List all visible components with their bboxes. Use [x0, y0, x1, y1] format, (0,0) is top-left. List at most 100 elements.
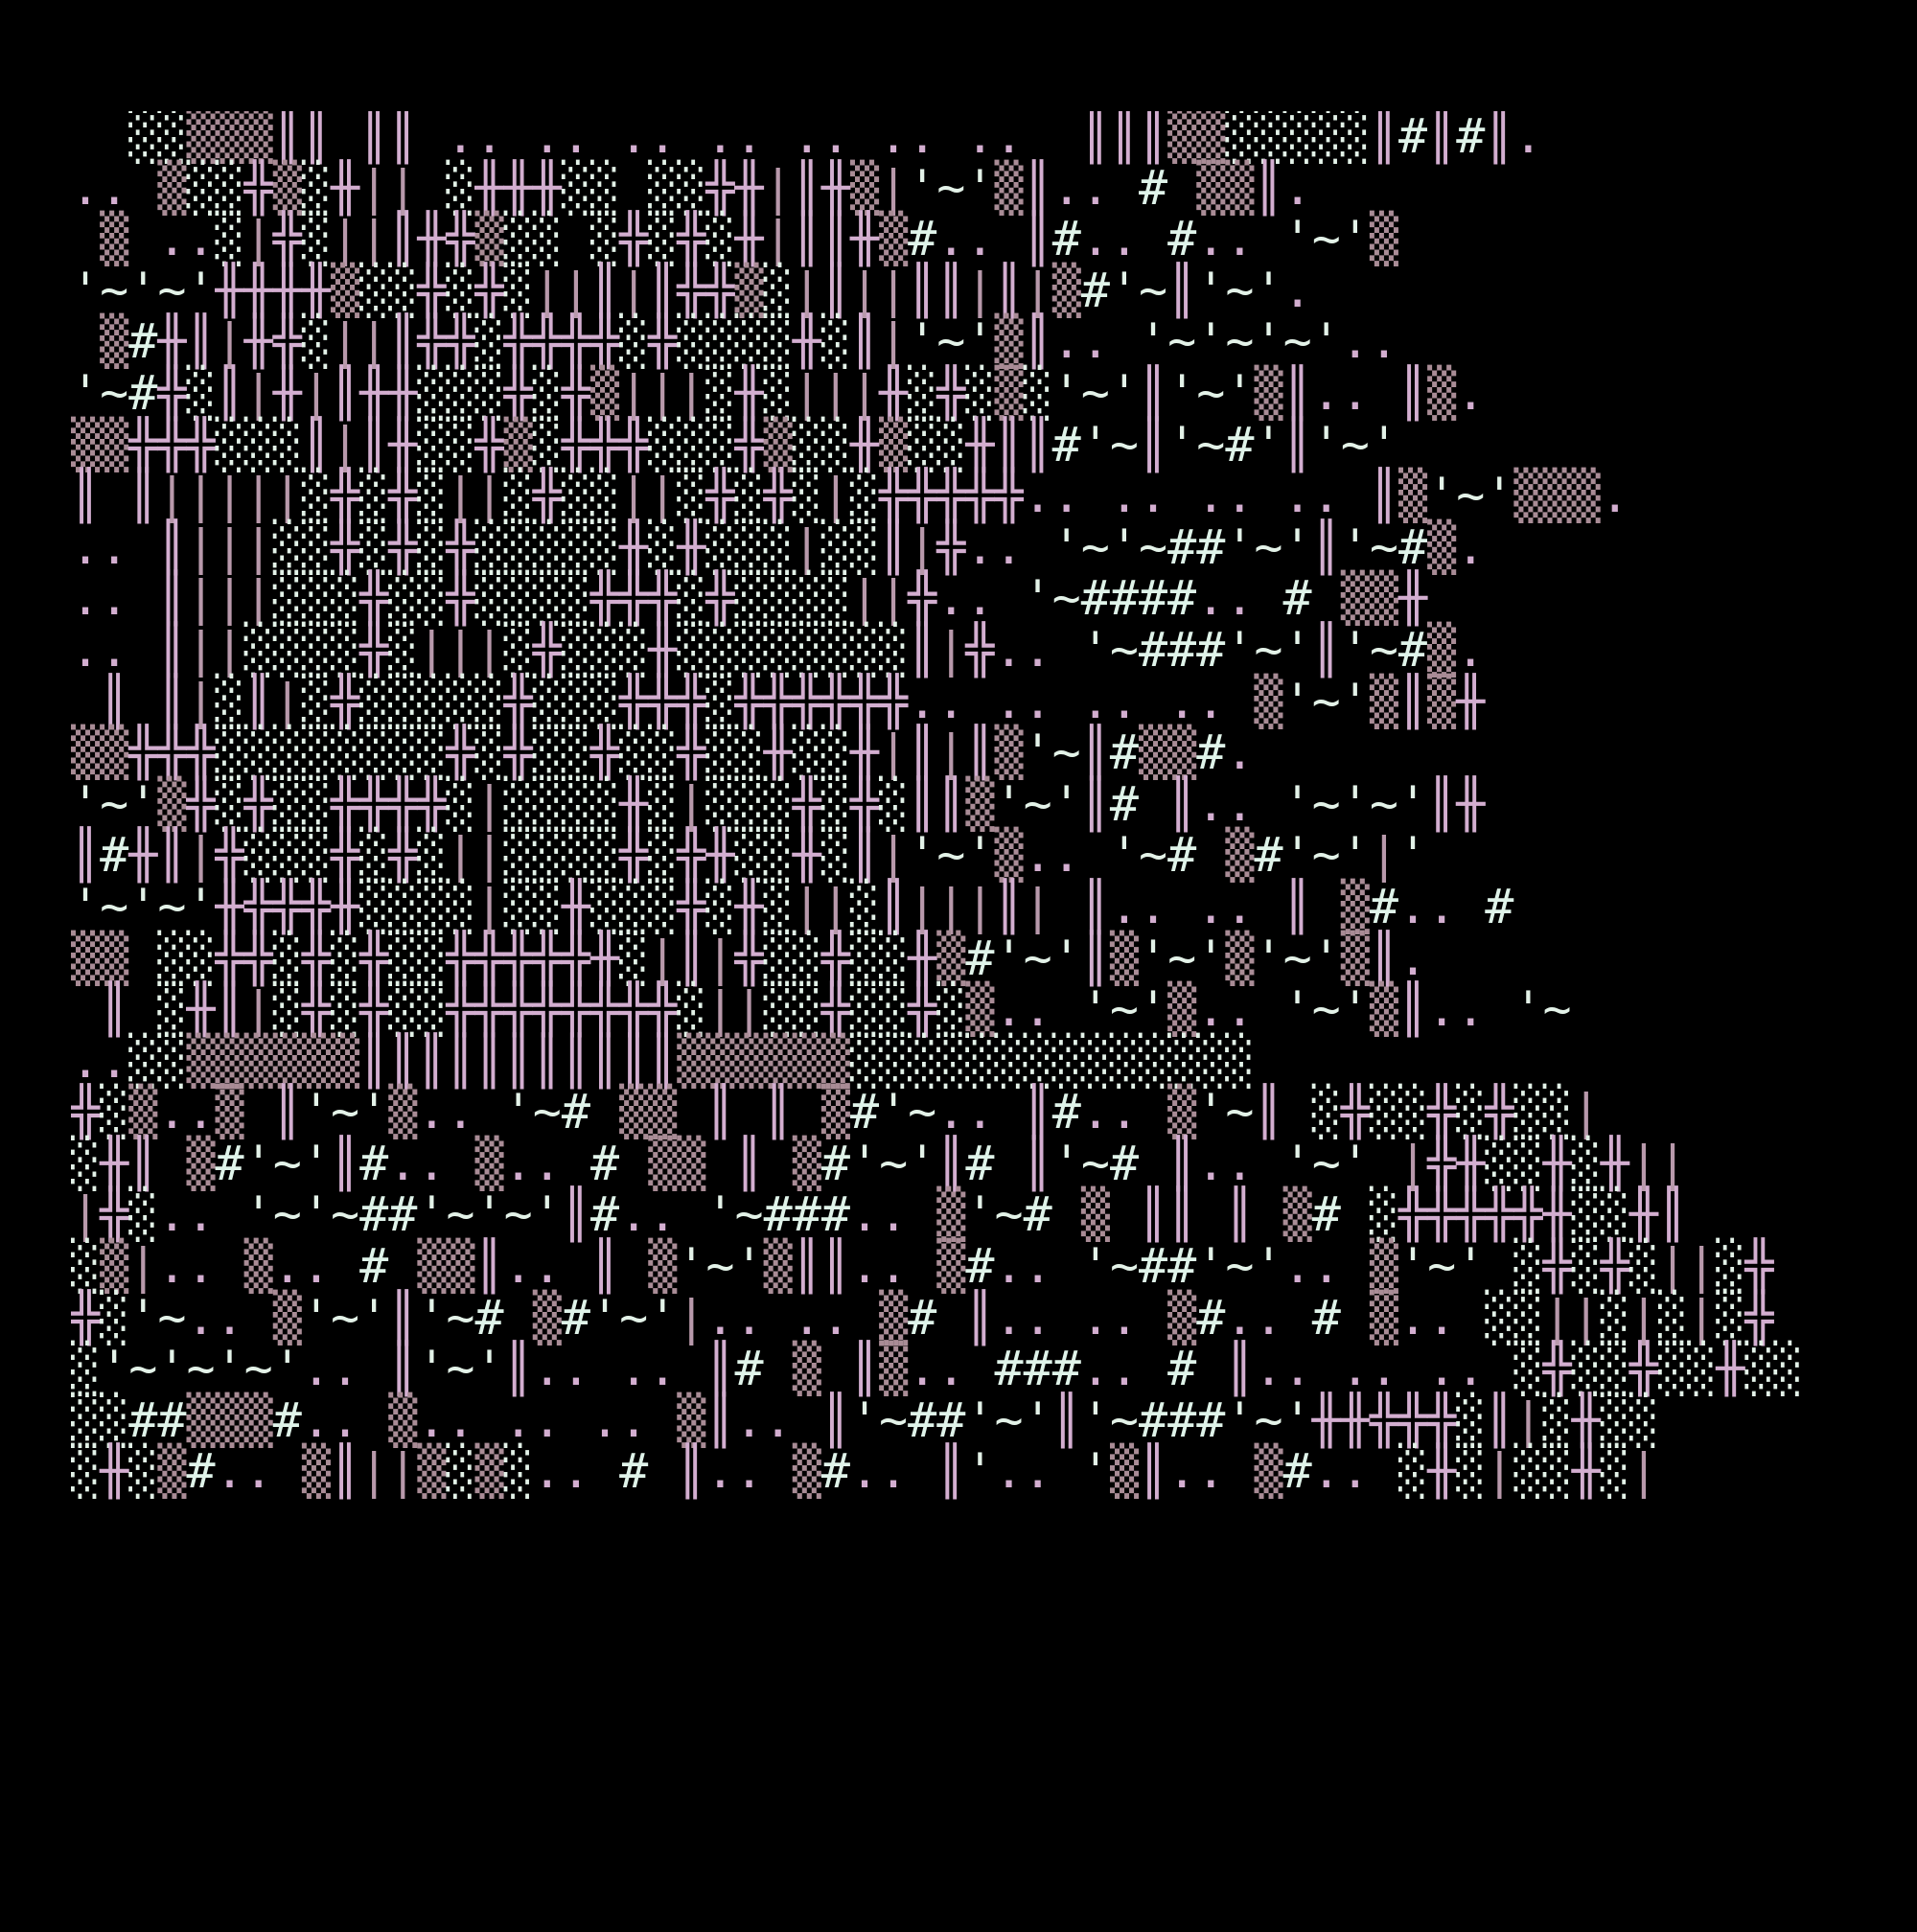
glyph-vertical-double-horizontal-single: ╫ — [1628, 1186, 1658, 1243]
glyph-period-dot: .. — [1196, 468, 1255, 524]
glyph-medium-shade-block: ▒▒▒▒▒▒ — [677, 1032, 850, 1089]
glyph-tilde: ~ — [1340, 416, 1370, 472]
glyph-apostrophe: ' — [1311, 416, 1341, 472]
glyph-period-dot: .. — [1023, 827, 1081, 884]
glyph-hash-sign: # — [1225, 416, 1255, 472]
glyph-pipe-bar: | — [936, 621, 966, 678]
glyph-medium-shade-block: ▒ — [388, 1392, 418, 1448]
glyph-light-shade-block: ░ — [417, 468, 447, 524]
glyph-hash-sign: # — [474, 1289, 504, 1346]
glyph-period-dot: .. — [446, 111, 504, 164]
glyph-light-shade-block: ░░░░░ — [1225, 111, 1370, 164]
glyph-hash-sign: # — [820, 1135, 850, 1191]
glyph-double-vertical-bar: ║ — [705, 1392, 735, 1448]
glyph-vertical-double-horizontal-single: ╫ — [330, 878, 360, 934]
glyph-vertical-double-horizontal-single: ╫ — [417, 211, 447, 267]
glyph-pipe-bar: || — [1658, 1238, 1717, 1295]
glyph-light-shade-block: ░░ — [763, 981, 821, 1038]
glyph-space — [1052, 1186, 1081, 1242]
glyph-pipe-bar: | — [330, 416, 360, 472]
glyph-medium-shade-block: ▒▒ — [1340, 570, 1398, 627]
glyph-space — [994, 570, 1023, 626]
glyph-pipe-bar: | — [71, 1186, 101, 1243]
glyph-space — [965, 1341, 994, 1396]
glyph-light-shade-block: ░ — [532, 364, 562, 421]
glyph-light-shade-block: ░░ — [1571, 1341, 1629, 1397]
glyph-space — [995, 1084, 1024, 1139]
ascii-row: ░╫░▒#.. ▒║||▒░▒░.. # ║.. ▒#.. ║'.. '▒║..… — [71, 1446, 1854, 1498]
glyph-tilde: ~ — [1282, 313, 1312, 370]
glyph-tilde: ~ — [100, 878, 129, 934]
glyph-hash-sign: # — [1282, 1443, 1312, 1500]
glyph-double-cross-box: ╬ — [100, 1186, 129, 1243]
glyph-apostrophe: ' — [301, 1289, 331, 1346]
glyph-double-cross-box: ╬ — [849, 775, 880, 832]
glyph-double-vertical-bar: ║ — [1139, 364, 1168, 421]
glyph-pipe-bar: | — [908, 518, 937, 575]
glyph-medium-shade-block: ▒ — [1109, 930, 1140, 986]
glyph-light-shade-block: ░░ — [1600, 1392, 1658, 1448]
glyph-space — [1052, 622, 1081, 678]
glyph-hash-sign: # — [589, 1135, 620, 1191]
glyph-apostrophe: ' — [1340, 518, 1370, 575]
glyph-light-shade-block: ░ — [763, 878, 793, 934]
glyph-tilde: ~ — [100, 775, 129, 832]
glyph-tilde: ~ — [1109, 1238, 1140, 1295]
glyph-tilde: ~ — [1109, 416, 1139, 472]
glyph-light-shade-block: ░ — [301, 673, 331, 729]
glyph-medium-shade-block: ▒ — [157, 775, 187, 832]
glyph-pipe-bar: || — [849, 262, 909, 318]
glyph-space — [1485, 1341, 1513, 1396]
glyph-double-vertical-bar: ║ — [561, 1186, 590, 1243]
glyph-space — [648, 1392, 677, 1448]
glyph-light-shade-block: ░ — [71, 1443, 101, 1500]
glyph-double-vertical-bar: ║ — [965, 724, 995, 781]
glyph-double-vertical-bar: ║║║ — [1080, 111, 1168, 164]
glyph-period-dot: . — [1282, 262, 1312, 318]
glyph-light-shade-block: ░ — [186, 364, 216, 421]
glyph-period-dot: .. — [619, 111, 678, 164]
glyph-space — [936, 1290, 965, 1346]
glyph-space — [1254, 570, 1282, 626]
glyph-light-shade-block: ░░ — [128, 1032, 187, 1089]
glyph-tilde: ~ — [1282, 930, 1312, 986]
glyph-apostrophe: ' — [417, 1186, 447, 1243]
glyph-double-cross-box: ╬╬╬╬╬ — [879, 468, 1024, 524]
glyph-double-vertical-bar: ║ — [157, 518, 187, 575]
glyph-double-vertical-bar: ║ — [1311, 518, 1341, 575]
glyph-period-dot: .. — [705, 1443, 764, 1500]
glyph-double-cross-box: ╬ — [417, 262, 447, 318]
glyph-light-shade-block: ░ — [359, 827, 389, 884]
glyph-medium-shade-block: ▒ — [1254, 1443, 1283, 1500]
glyph-space — [1081, 468, 1110, 523]
glyph-medium-shade-block: ▒ — [1369, 1238, 1399, 1295]
glyph-light-shade-block: ░░ — [820, 518, 879, 575]
glyph-medium-shade-block: ▒ — [849, 159, 880, 216]
ascii-row: ▒▒╬╬╬░░░░░░░░╬░╬░░╬░░╬░░╫░░╫|║|║▒'~║#▒▒#… — [71, 724, 1854, 781]
glyph-space — [1456, 1290, 1485, 1346]
glyph-vertical-double-horizontal-single: ╫ — [100, 1135, 129, 1191]
glyph-medium-shade-block: ▒ — [272, 1289, 302, 1346]
glyph-tilde: ~ — [1225, 313, 1255, 370]
glyph-hash-sign: # — [1254, 827, 1283, 884]
glyph-hash-sign: # — [1139, 159, 1168, 216]
glyph-double-vertical-bar: ║║ — [908, 262, 966, 318]
glyph-space — [331, 1238, 359, 1294]
glyph-light-shade-block: ░░ — [417, 416, 475, 472]
glyph-vertical-double-horizontal-single: ╫╫╫ — [474, 159, 562, 216]
glyph-medium-shade-block: ▒▒ — [1167, 111, 1226, 164]
glyph-space — [1139, 1084, 1167, 1139]
glyph-apostrophe: ' — [157, 1341, 187, 1397]
glyph-space — [677, 1084, 705, 1139]
glyph-tilde: ~ — [1167, 313, 1197, 370]
glyph-pipe-bar: | — [1687, 1289, 1717, 1346]
glyph-pipe-bar: || — [359, 1443, 418, 1500]
glyph-space — [1254, 468, 1282, 523]
glyph-light-shade-block: ░ — [503, 621, 533, 678]
glyph-double-vertical-bar: ║ — [820, 1392, 850, 1448]
glyph-apostrophe: ' — [965, 159, 995, 216]
glyph-hash-sign: # — [1167, 1341, 1197, 1397]
glyph-vertical-double-horizontal-single: ╫ — [965, 416, 995, 472]
glyph-tilde: ~ — [128, 1341, 158, 1397]
